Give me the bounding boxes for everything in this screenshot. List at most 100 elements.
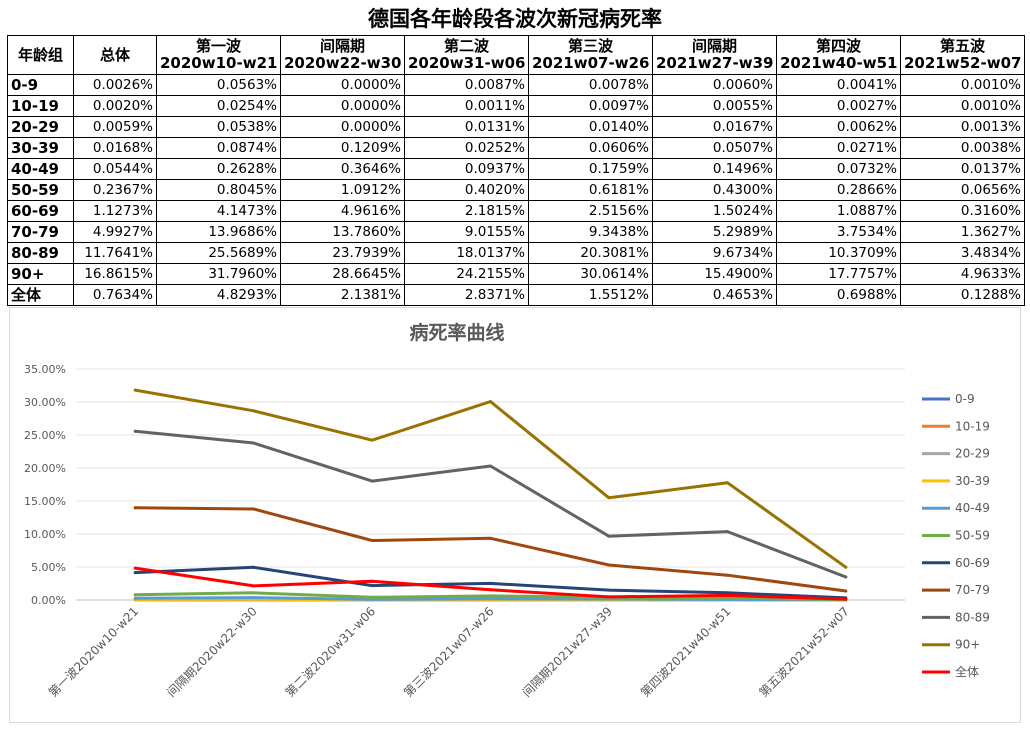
- legend-label: 20-29: [955, 447, 990, 461]
- rate-cell: 0.0000%: [280, 74, 405, 96]
- rate-cell: 4.9616%: [280, 200, 405, 222]
- x-tick-label: 第二波2020w31-w06: [283, 604, 378, 699]
- rate-cell: 13.9686%: [156, 221, 281, 243]
- data-point: [370, 479, 374, 483]
- legend-label: 70-79: [955, 583, 990, 597]
- total-rate-cell: 4.9927%: [73, 221, 157, 243]
- header-wave: 间隔期 2020w22-w30: [280, 35, 405, 75]
- data-point: [370, 584, 374, 588]
- rate-cell: 0.0563%: [156, 74, 281, 96]
- rate-cell: 28.6645%: [280, 263, 405, 285]
- data-point: [252, 507, 256, 511]
- legend-label: 80-89: [955, 610, 990, 624]
- legend-label: 60-69: [955, 556, 990, 570]
- rate-cell: 4.1473%: [156, 200, 281, 222]
- rate-cell: 0.3160%: [900, 200, 1025, 222]
- table-row: 70-79 4.9927% 13.9686% 13.7860% 9.0155% 9.343…: [7, 221, 1025, 243]
- data-point: [725, 596, 729, 600]
- rate-cell: 0.0656%: [900, 179, 1025, 201]
- table-row: 50-59 0.2367% 0.8045% 1.0912% 0.4020% 0.6181%…: [7, 179, 1025, 201]
- rate-cell: 5.2989%: [652, 221, 777, 243]
- header-wave-period: 2020w10-w21: [160, 54, 278, 72]
- header-wave: 第一波 2020w10-w21: [156, 35, 281, 75]
- total-rate-cell: 0.0020%: [73, 95, 157, 117]
- rate-cell: 9.6734%: [652, 242, 777, 264]
- total-rate-cell: 0.0026%: [73, 74, 157, 96]
- rate-cell: 0.4020%: [404, 179, 529, 201]
- total-rate-cell: 0.0059%: [73, 116, 157, 138]
- header-wave-name: 间隔期: [691, 37, 737, 55]
- legend-label: 40-49: [955, 501, 990, 515]
- rate-cell: 4.8293%: [156, 284, 281, 306]
- rate-cell: 2.1815%: [404, 200, 529, 222]
- data-point: [489, 594, 492, 598]
- rate-cell: 0.0055%: [652, 95, 777, 117]
- age-group-cell: 70-79: [7, 221, 74, 243]
- legend-label: 全体: [955, 664, 979, 679]
- legend-label: 90+: [955, 638, 980, 652]
- header-wave: 间隔期 2021w27-w39: [652, 35, 777, 75]
- table-row: 60-69 1.1273% 4.1473% 4.9616% 2.1815% 2.5156%…: [7, 200, 1025, 222]
- header-wave-period: 2020w22-w30: [284, 54, 402, 72]
- data-point: [844, 575, 848, 579]
- data-point: [489, 597, 492, 601]
- data-point: [725, 591, 729, 595]
- data-point: [133, 593, 137, 597]
- header-wave-name: 第五波: [939, 37, 985, 55]
- table-body: 0-9 0.0026% 0.0563% 0.0000% 0.0087% 0.0078% 0.…: [7, 74, 1025, 306]
- age-group-cell: 40-49: [7, 158, 74, 180]
- rate-cell: 0.1759%: [528, 158, 653, 180]
- rate-cell: 30.0614%: [528, 263, 653, 285]
- age-group-cell: 20-29: [7, 116, 74, 138]
- data-point: [725, 481, 729, 485]
- table-row: 全体 0.7634% 4.8293% 2.1381% 2.8371% 1.5512% 0.4…: [7, 284, 1025, 306]
- header-wave-name: 第四波: [815, 37, 861, 55]
- rate-cell: 0.0097%: [528, 95, 653, 117]
- rate-cell: 9.0155%: [404, 221, 529, 243]
- x-tick-label: 第四波2021w40-w51: [638, 604, 733, 699]
- rate-cell: 25.5689%: [156, 242, 281, 264]
- page-title: 德国各年龄段各波次新冠病死率: [368, 7, 662, 31]
- rate-cell: 3.4834%: [900, 242, 1025, 264]
- data-point: [370, 538, 374, 542]
- total-rate-cell: 11.7641%: [73, 242, 157, 264]
- data-point: [133, 596, 137, 600]
- data-point: [252, 596, 256, 600]
- rate-cell: 23.7939%: [280, 242, 405, 264]
- rate-cell: 0.8045%: [156, 179, 281, 201]
- data-point: [489, 588, 492, 592]
- data-point: [607, 595, 611, 599]
- series-line: [133, 388, 848, 569]
- rate-cell: 0.4653%: [652, 284, 777, 306]
- rate-cell: 0.0013%: [900, 116, 1025, 138]
- table-row: 30-39 0.0168% 0.0874% 0.1209% 0.0252% 0.0606%…: [7, 137, 1025, 159]
- header-wave-period: 2021w07-w26: [532, 54, 650, 72]
- rate-cell: 0.0000%: [280, 116, 405, 138]
- rate-cell: 0.0000%: [280, 95, 405, 117]
- data-point: [489, 536, 492, 540]
- y-tick-label: 5.00%: [31, 561, 66, 574]
- data-point: [489, 400, 492, 404]
- rate-cell: 0.0078%: [528, 74, 653, 96]
- rate-cell: 18.0137%: [404, 242, 529, 264]
- rate-cell: 0.0167%: [652, 116, 777, 138]
- header-wave-name: 间隔期: [319, 37, 365, 55]
- rate-cell: 1.0887%: [776, 200, 901, 222]
- total-rate-cell: 0.0544%: [73, 158, 157, 180]
- rate-cell: 2.8371%: [404, 284, 529, 306]
- rate-cell: 0.3646%: [280, 158, 405, 180]
- legend-label: 50-59: [955, 529, 990, 543]
- header-age-group: 年龄组: [7, 35, 74, 75]
- table-row: 90+ 16.8615% 31.7960% 28.6645% 24.2155% 30.06…: [7, 263, 1025, 285]
- rate-cell: 0.0732%: [776, 158, 901, 180]
- total-rate-cell: 16.8615%: [73, 263, 157, 285]
- header-wave: 第四波 2021w40-w51: [776, 35, 901, 75]
- rate-cell: 0.0538%: [156, 116, 281, 138]
- rate-cell: 0.0010%: [900, 74, 1025, 96]
- rate-cell: 17.7757%: [776, 263, 901, 285]
- age-group-cell: 0-9: [7, 74, 74, 96]
- rate-cell: 2.5156%: [528, 200, 653, 222]
- y-tick-label: 0.00%: [31, 594, 66, 607]
- data-point: [725, 593, 729, 597]
- rate-cell: 0.0937%: [404, 158, 529, 180]
